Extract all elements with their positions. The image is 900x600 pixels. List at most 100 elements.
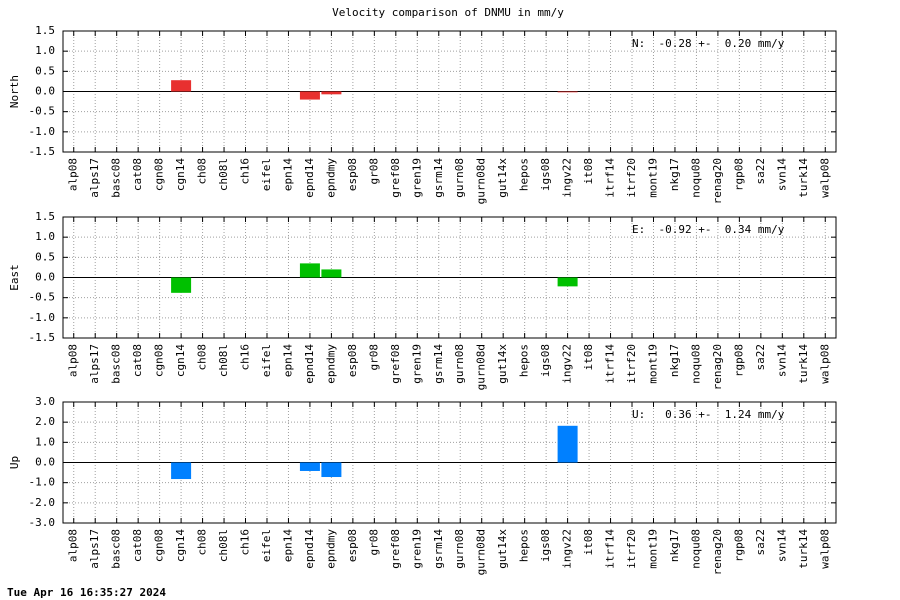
x-tick-label: alp08: [67, 344, 80, 377]
x-tick-label: igs08: [539, 344, 552, 377]
x-tick-label: turk14: [797, 529, 810, 569]
x-tick-label: noqu08: [689, 158, 702, 198]
plot-frame: [62, 30, 837, 153]
x-tick-label: epndmy: [324, 344, 337, 384]
x-tick-label: itrf14: [604, 529, 617, 569]
y-tick-label: -0.5: [29, 291, 56, 304]
y-tick-label: 1.0: [35, 230, 55, 243]
annotation: E: -0.92 +- 0.34 mm/y: [632, 223, 785, 236]
x-tick-label: cgn14: [174, 529, 187, 562]
x-tick-label: ch08: [196, 344, 209, 371]
x-tick-label: igs08: [539, 529, 552, 562]
x-tick-label: gurn08: [453, 529, 466, 569]
bar: [171, 462, 192, 480]
x-tick-label: hepos: [518, 344, 531, 377]
plot-frame: [62, 216, 837, 339]
annotation: U: 0.36 +- 1.24 mm/y: [632, 408, 785, 421]
x-tick-label: ch16: [239, 158, 252, 185]
x-tick-label: epnd14: [303, 158, 316, 198]
x-tick-label: alps17: [88, 529, 101, 569]
x-tick-label: hepos: [518, 158, 531, 191]
y-tick-label: 1.0: [35, 435, 55, 448]
y-tick-label: 1.5: [35, 210, 55, 223]
x-tick-label: gr08: [367, 344, 380, 371]
x-tick-label: walp08: [818, 158, 831, 198]
x-tick-label: esp08: [346, 158, 359, 191]
x-tick-label: esp08: [346, 344, 359, 377]
x-tick-label: ch08: [196, 529, 209, 556]
x-tick-label: epndmy: [324, 529, 337, 569]
y-tick-label: 0.0: [35, 85, 55, 98]
x-tick-label: mont19: [646, 158, 659, 198]
x-tick-label: itrf14: [604, 158, 617, 198]
timestamp: Tue Apr 16 16:35:27 2024: [7, 586, 166, 599]
bar: [321, 91, 342, 95]
x-tick-label: renag20: [711, 344, 724, 390]
x-tick-label: nkg17: [668, 158, 681, 191]
x-tick-label: svn14: [775, 158, 788, 191]
x-tick-label: nkg17: [668, 344, 681, 377]
x-tick-label: gut14x: [496, 344, 509, 384]
bar: [557, 277, 578, 287]
bar: [557, 91, 578, 93]
y-tick-label: 0.5: [35, 64, 55, 77]
y-tick-label: -1.5: [29, 145, 56, 158]
x-tick-label: basc08: [110, 158, 123, 198]
bar: [321, 269, 342, 278]
bar: [321, 462, 342, 478]
x-tick-label: itrf20: [625, 529, 638, 569]
x-tick-label: walp08: [818, 529, 831, 569]
x-tick-label: gsrm14: [432, 529, 445, 569]
x-tick-label: ch16: [239, 344, 252, 371]
bar: [171, 80, 192, 92]
y-axis-label: East: [8, 264, 21, 291]
x-tick-label: gren19: [410, 344, 423, 384]
bar: [299, 263, 320, 278]
y-tick-label: -1.0: [29, 125, 56, 138]
x-tick-label: gren19: [410, 529, 423, 569]
x-tick-label: basc08: [110, 344, 123, 384]
x-tick-label: alps17: [88, 158, 101, 198]
y-tick-label: -3.0: [29, 516, 56, 529]
x-tick-label: cgn14: [174, 344, 187, 377]
y-tick-label: 2.0: [35, 415, 55, 428]
x-tick-label: gr08: [367, 529, 380, 556]
x-tick-label: ch08l: [217, 158, 230, 191]
x-tick-label: esp08: [346, 529, 359, 562]
x-tick-label: ingv22: [561, 529, 574, 569]
x-tick-label: gurn08: [453, 158, 466, 198]
x-tick-label: noqu08: [689, 344, 702, 384]
x-tick-label: cgn08: [153, 344, 166, 377]
x-tick-label: epn14: [281, 529, 294, 562]
x-tick-label: ingv22: [561, 344, 574, 384]
x-tick-label: cat08: [131, 158, 144, 191]
x-tick-label: gsrm14: [432, 344, 445, 384]
x-tick-label: rgp08: [732, 344, 745, 377]
x-tick-label: epn14: [281, 344, 294, 377]
x-tick-label: noqu08: [689, 529, 702, 569]
x-tick-label: walp08: [818, 344, 831, 384]
x-tick-label: gut14x: [496, 158, 509, 198]
chart-title: Velocity comparison of DNMU in mm/y: [332, 6, 564, 19]
x-tick-label: eifel: [260, 344, 273, 377]
x-tick-label: mont19: [646, 529, 659, 569]
y-tick-label: 0.0: [35, 456, 55, 469]
x-tick-label: svn14: [775, 344, 788, 377]
x-tick-label: ch16: [239, 529, 252, 556]
x-tick-label: gurn08d: [475, 529, 488, 575]
y-tick-label: -1.0: [29, 476, 56, 489]
y-tick-label: -2.0: [29, 496, 56, 509]
x-tick-label: alp08: [67, 158, 80, 191]
x-tick-label: ch08l: [217, 529, 230, 562]
x-tick-label: it08: [582, 158, 595, 185]
x-tick-label: cat08: [131, 529, 144, 562]
x-tick-label: sa22: [754, 158, 767, 185]
x-tick-label: alp08: [67, 529, 80, 562]
x-tick-label: cgn08: [153, 529, 166, 562]
x-tick-label: svn14: [775, 529, 788, 562]
x-tick-label: itrf20: [625, 158, 638, 198]
x-tick-label: alps17: [88, 344, 101, 384]
y-axis-label: Up: [8, 456, 21, 469]
x-tick-label: gurn08: [453, 344, 466, 384]
